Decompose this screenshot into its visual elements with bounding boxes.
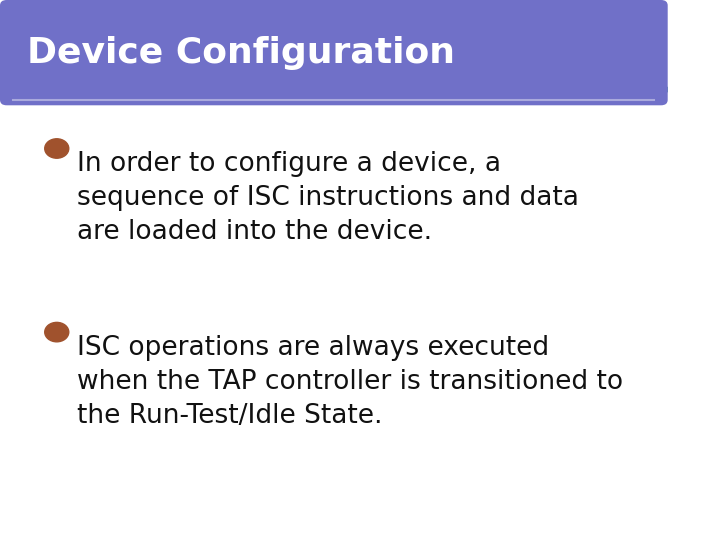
Text: In order to configure a device, a
sequence of ISC instructions and data
are load: In order to configure a device, a sequen… [77, 151, 579, 245]
Text: Device Configuration: Device Configuration [27, 36, 455, 70]
Text: ISC operations are always executed
when the TAP controller is transitioned to
th: ISC operations are always executed when … [77, 335, 623, 429]
FancyBboxPatch shape [0, 89, 688, 540]
Circle shape [45, 322, 69, 342]
FancyBboxPatch shape [0, 0, 667, 105]
Circle shape [45, 139, 69, 158]
